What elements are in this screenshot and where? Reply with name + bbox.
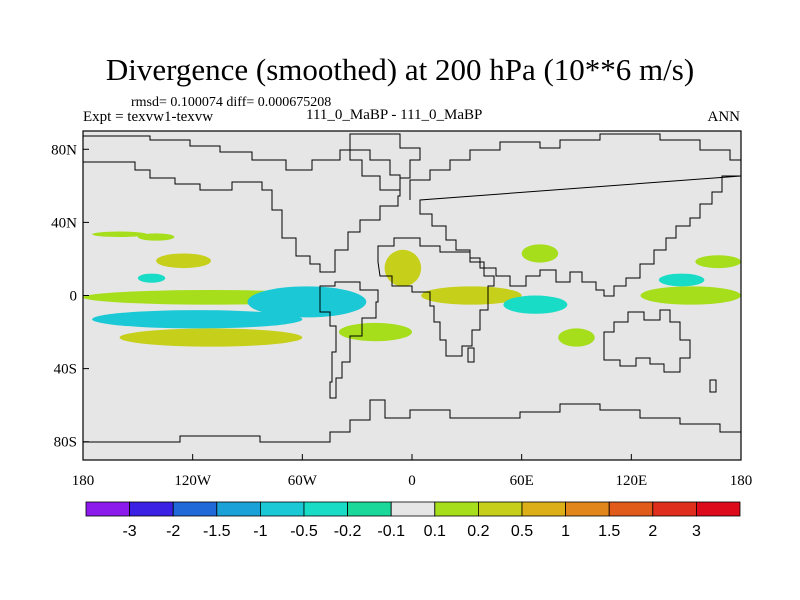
chart-title: Divergence (smoothed) at 200 hPa (10**6 … bbox=[105, 52, 695, 87]
map-axes: 180 120W 60W 0 60E 120E 180 80N 40N 0 40S 80S bbox=[51, 142, 752, 489]
colorbar-label-3: -1 bbox=[253, 523, 267, 540]
y-tick-label-2: 0 bbox=[70, 289, 78, 305]
colorbar-label-11: 1.5 bbox=[598, 523, 620, 540]
x-tick-label-6: 180 bbox=[730, 473, 753, 489]
field-region-warm-band-40N-pacific-b bbox=[137, 233, 175, 241]
colorbar-label-6: -0.1 bbox=[377, 523, 405, 540]
field-region-warm-band-40N-pacific bbox=[92, 231, 147, 238]
colorbar-swatch-10 bbox=[521, 501, 566, 517]
coastline-madagascar bbox=[467, 347, 475, 363]
colorbar-swatch-1 bbox=[129, 501, 174, 517]
field-region-warm-asia bbox=[521, 244, 559, 263]
divergence-field bbox=[83, 231, 741, 347]
colorbar: -3 -2 -1.5 -1 -0.5 -0.2 -0.1 0.1 0.2 0.5 1 1.5 2 3 bbox=[85, 501, 741, 540]
coastline-australia bbox=[603, 309, 691, 373]
y-tick-label-0: 80N bbox=[51, 142, 77, 158]
colorbar-label-2: -1.5 bbox=[203, 523, 231, 540]
y-tick-label-4: 80S bbox=[54, 435, 77, 451]
colorbar-swatch-8 bbox=[434, 501, 479, 517]
field-region-cool-wpac bbox=[658, 273, 705, 287]
colorbar-label-0: -3 bbox=[122, 523, 136, 540]
colorbar-label-8: 0.2 bbox=[467, 523, 489, 540]
colorbar-swatch-12 bbox=[608, 501, 654, 517]
coastline-south-america bbox=[319, 281, 379, 399]
colorbar-swatch-3 bbox=[216, 501, 261, 517]
colorbar-swatch-7 bbox=[390, 501, 436, 517]
x-tick-label-4: 60E bbox=[510, 473, 534, 489]
x-tick-label-0: 180 bbox=[72, 473, 95, 489]
x-tick-label-5: 120E bbox=[615, 473, 647, 489]
coastline-greenland bbox=[349, 133, 421, 191]
colorbar-label-9: 0.5 bbox=[511, 523, 533, 540]
colorbar-swatch-0 bbox=[85, 501, 130, 517]
y-tick-label-3: 40S bbox=[54, 362, 77, 378]
colorbar-label-7: 0.1 bbox=[424, 523, 446, 540]
coastline-new-zealand bbox=[709, 379, 717, 393]
colorbar-swatch-14 bbox=[696, 501, 741, 517]
coastline-antarctica bbox=[83, 399, 741, 443]
field-region-cool-tropic-atl bbox=[247, 286, 367, 318]
colorbar-swatch-5 bbox=[303, 501, 348, 517]
colorbar-swatch-2 bbox=[172, 501, 218, 517]
season-label: ANN bbox=[707, 109, 741, 125]
field-region-warm-maritime bbox=[640, 286, 741, 305]
colorbar-label-4: -0.5 bbox=[290, 523, 318, 540]
coastlines bbox=[83, 133, 741, 443]
case-label: 111_0_MaBP - 111_0_MaBP bbox=[306, 107, 483, 123]
experiment-label: Expt = texvw1-texvw bbox=[83, 109, 214, 125]
field-region-warm-subtropic-pacific bbox=[156, 253, 211, 269]
x-tick-label-3: 0 bbox=[408, 473, 416, 489]
x-tick-label-2: 60W bbox=[288, 473, 318, 489]
colorbar-swatch-9 bbox=[477, 501, 523, 517]
colorbar-swatch-13 bbox=[652, 501, 697, 517]
field-region-cool-indian bbox=[503, 295, 568, 314]
field-region-warm-south-africa bbox=[421, 286, 522, 305]
colorbar-label-10: 1 bbox=[561, 523, 570, 540]
colorbar-label-13: 3 bbox=[692, 523, 701, 540]
colorbar-swatch-6 bbox=[347, 501, 392, 517]
field-region-warm-npac bbox=[695, 255, 741, 269]
field-region-cool-south-band bbox=[92, 310, 303, 329]
colorbar-label-5: -0.2 bbox=[334, 523, 362, 540]
field-region-cool-eq-pacific bbox=[137, 273, 166, 283]
field-region-warm-south-band bbox=[119, 328, 303, 347]
field-region-warm-indian bbox=[558, 328, 595, 347]
rmsd-stats: rmsd= 0.100074 diff= 0.000675208 bbox=[131, 95, 332, 110]
colorbar-label-1: -2 bbox=[166, 523, 180, 540]
field-region-warm-africa bbox=[384, 249, 422, 287]
colorbar-swatch-4 bbox=[259, 501, 305, 517]
field-region-warm-south-atl bbox=[338, 322, 413, 342]
coastline-africa bbox=[377, 237, 495, 357]
y-tick-label-1: 40N bbox=[51, 215, 77, 231]
x-tick-label-1: 120W bbox=[174, 473, 212, 489]
coastline-eurasia bbox=[409, 133, 741, 297]
coastline-north-america bbox=[83, 135, 401, 273]
colorbar-swatch-11 bbox=[565, 501, 610, 517]
colorbar-label-12: 2 bbox=[648, 523, 657, 540]
